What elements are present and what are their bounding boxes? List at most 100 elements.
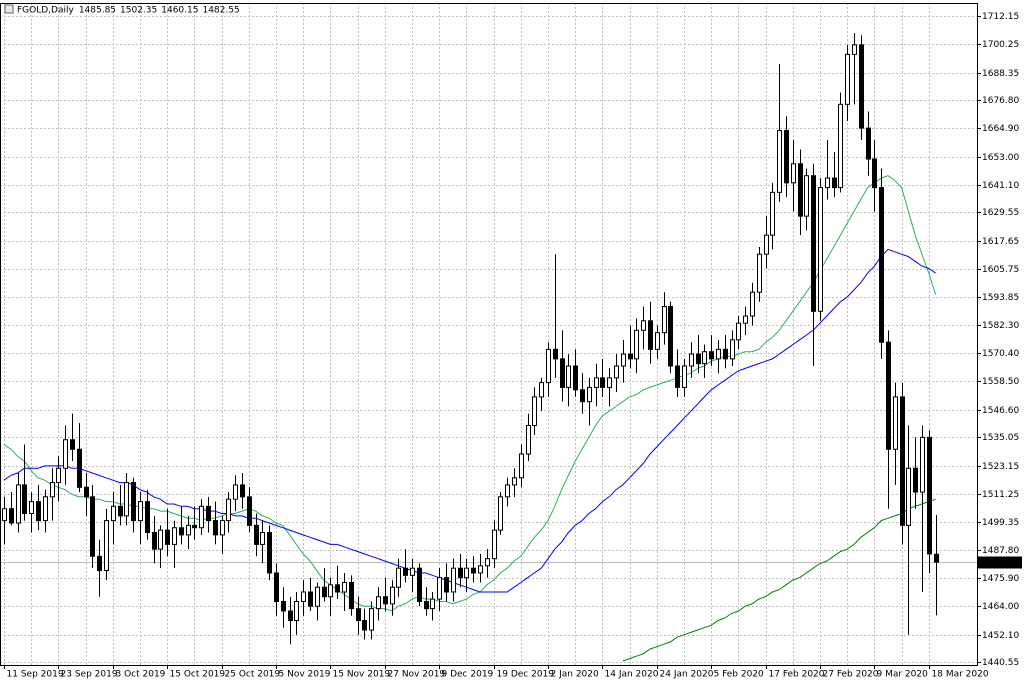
candle-body [451,567,456,593]
y-tick-label: 1511.25 [982,490,1019,500]
candle-body [832,177,837,189]
candle-body [383,596,388,605]
candle-body [879,187,884,343]
y-tick-label: 1605.75 [982,265,1019,275]
candle-body [396,567,401,588]
plot [2,32,939,662]
moving-average-line [3,248,936,593]
header-high: 1502.35 [120,5,157,15]
x-tick-label: 18 Mar 2020 [932,670,989,680]
candle-body [621,353,626,367]
y-tick-label: 1653.00 [982,153,1019,163]
candle-body [750,291,755,317]
x-tick-label: 11 Sep 2019 [7,670,64,680]
candle-body [519,453,524,479]
header-low: 1460.15 [161,5,198,15]
candle-body [22,484,27,514]
y-tick-label: 1641.10 [982,181,1019,191]
candle-body [288,610,293,622]
y-tick-label: 1629.55 [982,208,1019,218]
candle-body [689,353,694,367]
candle-body [532,396,537,426]
candle-body [600,377,605,388]
candle-body [859,44,864,129]
candle-body [104,520,109,572]
y-tick-label: 1499.35 [982,518,1019,528]
candle-body [233,484,238,500]
candle-body [90,496,95,557]
candle-body [845,53,850,105]
candle-body [675,365,680,388]
candle-body [111,505,116,522]
candle-body [587,386,592,403]
candle-body [437,577,442,600]
candle-body [226,498,231,522]
candle-body [607,377,612,388]
candle-body [301,591,306,602]
candle-body [29,501,34,514]
candle-body [900,396,905,526]
candle-body [138,501,143,522]
candle-body [628,353,633,360]
plot-frame [0,3,978,666]
candle-body [2,508,7,522]
candle-body [852,44,857,55]
candle-body [736,322,741,341]
y-tick-label: 1546.60 [982,406,1019,416]
y-tick-label: 1688.35 [982,69,1019,79]
header-open: 1485.85 [79,5,116,15]
candle-body [199,505,204,529]
candle-body [390,586,395,605]
candle-body [9,508,14,524]
candle-body [913,467,918,493]
candle-body [471,567,476,574]
candle-body [186,524,191,536]
candle-body [920,436,925,493]
candle-body [634,329,639,360]
candle-body [124,482,129,517]
candle-body [63,439,68,469]
x-tick-label: 5 Nov 2019 [279,670,331,680]
candle-body [369,608,374,631]
candle-body [458,567,463,579]
candle-body [485,558,490,567]
candle-body [294,600,299,622]
candle-body [696,353,701,365]
x-tick-label: 27 Nov 2019 [388,670,446,680]
candle-body [512,477,517,486]
candle-body [254,524,259,545]
candle-body [811,175,816,312]
candle-body [247,496,252,526]
candle-body [274,572,279,602]
chart-title: FGOLD,Daily [17,5,74,15]
candle-body [478,565,483,574]
candle-body [804,175,809,217]
y-tick-label: 1535.05 [982,433,1019,443]
candle-body [417,567,422,602]
x-tick-label: 3 Oct 2019 [116,670,166,680]
candle-body [648,320,653,350]
x-tick-label: 5 Feb 2020 [714,670,765,680]
candle-body [784,129,789,184]
x-tick-label: 9 Dec 2019 [442,670,494,680]
candle-body [213,520,218,536]
candle-body [553,348,558,360]
y-tick-label: 1570.40 [982,349,1019,359]
candle-body [594,377,599,388]
candle-body [893,396,898,450]
candle-body [730,339,735,360]
candle-body [158,529,163,550]
y-tick-label: 1664.90 [982,124,1019,134]
candle-body [84,486,89,498]
current-price-tag [978,556,1022,569]
candle-body [77,448,82,488]
candle-body [410,567,415,576]
moving-average-line [3,175,937,612]
candle-body [492,529,497,560]
candle-body [560,358,565,388]
candle-body [682,365,687,388]
candle-body [709,351,714,360]
candle-body [702,351,707,365]
candle-body [641,320,646,331]
